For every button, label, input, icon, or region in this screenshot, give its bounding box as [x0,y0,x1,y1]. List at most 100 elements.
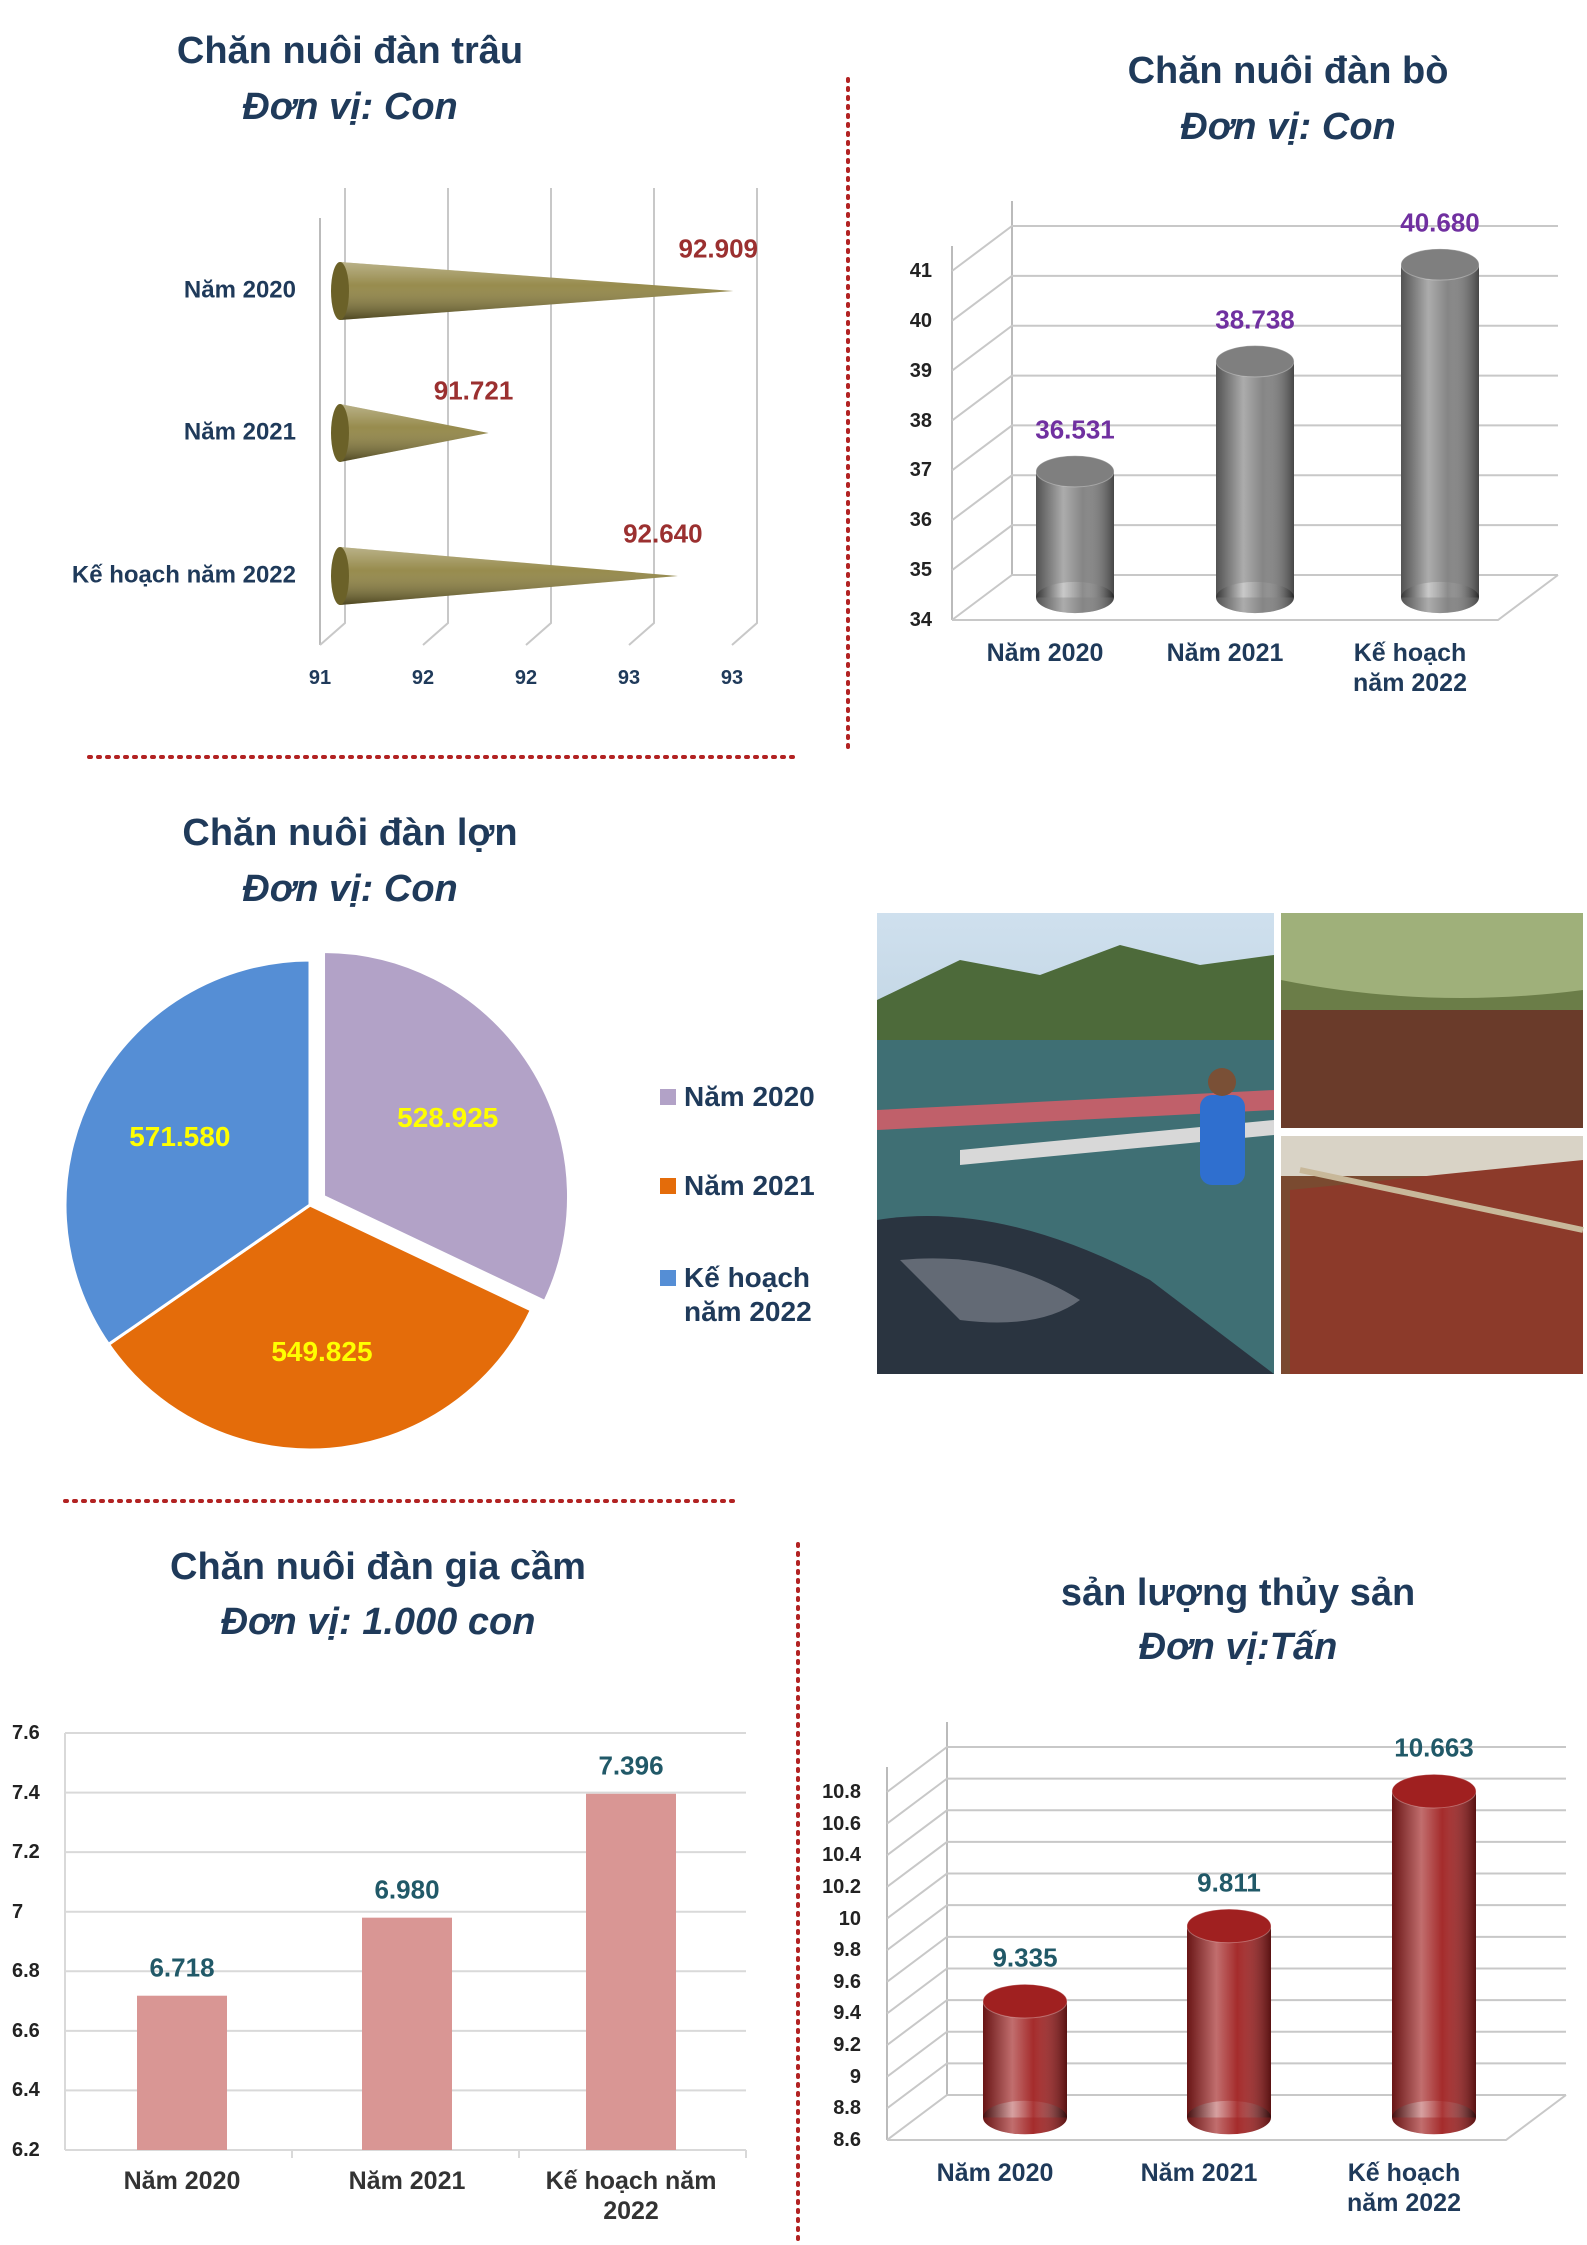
chart-title: Chăn nuôi đàn trâu [176,30,524,73]
grid-line [951,225,1558,272]
y-tick-label: Kế hoạch năm 2022 [71,561,296,589]
y-tick-label: Năm 2021 [183,418,296,446]
bar [137,1995,227,2150]
chart-title: Chăn nuôi đàn gia cầm [170,1546,586,1589]
bar-bottom-shade [1216,581,1294,614]
y-tick-label: 7.2 [12,1841,40,1864]
data-label: 571.580 [129,1120,231,1152]
chart-subtitle: Đơn vị: Con [242,868,458,911]
photo-chickens [1281,913,1583,1128]
chart-subtitle: Đơn vị: Con [242,86,458,129]
x-tick-label: Năm 2020 [123,2167,241,2195]
y-tick-label: 9.8 [833,1939,861,1962]
grid-line [951,374,1558,422]
x-tick-label: Kế hoạch năm 2022 [1353,639,1467,697]
bar-shade [1216,361,1294,598]
bar-shade [1392,1791,1476,2118]
legend-label: Kế hoạch năm 2022 [684,1262,812,1327]
pie-slice [106,1203,534,1452]
cone-shade [340,547,678,605]
y-tick-label: 6.4 [12,2079,40,2102]
x-tick-label: Năm 2020 [936,2159,1054,2187]
bar-bottom-shade [983,2100,1067,2135]
grid-line [886,1840,1566,1888]
data-label: 549.825 [271,1335,373,1367]
bar-bottom-shade [1187,2100,1271,2135]
bar-top [1391,1773,1477,1809]
bar-top [1186,1908,1272,1944]
data-label: 9.335 [992,1942,1058,1973]
bar-shade [1187,1925,1271,2118]
bar-shade [1401,264,1479,598]
y-tick-label: 38 [909,409,932,432]
data-label: 92.909 [678,233,759,264]
y-tick-label: 10.4 [822,1844,861,1867]
x-tick-label: 93 [720,667,744,689]
y-tick-label: 35 [909,559,932,582]
bar-top [1400,248,1480,281]
y-tick-label: 6.2 [12,2139,40,2161]
cone-shade [340,404,489,462]
legend-label: Năm 2021 [684,1170,815,1201]
data-label: 9.811 [1197,1867,1261,1898]
grid-line [886,1967,1566,2015]
y-tick-label: 37 [909,459,932,482]
x-tick-label: 91 [308,667,332,689]
charts [63,188,1567,2158]
y-tick-label: 7.4 [12,1781,40,1804]
x-tick-label: Năm 2021 [1166,639,1284,667]
y-tick-label: 10.2 [822,1875,861,1898]
separators [63,77,850,2242]
grid-line [886,1999,1566,2046]
y-tick-label: 9.2 [833,2034,861,2057]
bar-top [1035,455,1115,488]
data-label: 6.718 [149,1952,215,1983]
grid-line [628,188,655,646]
pie-slice [322,949,570,1304]
cone-base [331,404,349,462]
grid-line [886,2094,1566,2141]
grid-line [886,2030,1566,2078]
grid-line [951,574,1558,621]
y-tick-label: 10.8 [822,1781,861,1803]
bar-top [1215,345,1295,378]
pie-slice [63,958,312,1347]
photo-fish-farm [877,913,1274,1374]
grid-line [886,2062,1566,2110]
data-label: 92.640 [623,518,703,549]
grid-line [525,188,552,646]
data-label: 91.721 [433,375,514,406]
grid-line [886,1935,1566,1983]
y-tick-label: Năm 2020 [183,276,296,304]
y-tick-label: 7.6 [12,1722,40,1744]
x-tick-label: Năm 2021 [348,2167,466,2195]
grid-line [951,524,1558,571]
grid-line [422,188,449,646]
floor [952,574,1559,621]
bar [586,1793,676,2150]
bar [362,1917,452,2150]
chart-subtitle: Đơn vị: Con [1180,106,1396,149]
data-label: 38.738 [1215,304,1295,335]
y-tick-label: 6.8 [12,1960,40,1983]
y-tick-label: 8.6 [833,2129,861,2151]
data-label: 7.396 [598,1750,664,1781]
bar-shade [1036,471,1114,598]
data-label: 528.925 [397,1102,499,1134]
grid-line [886,1809,1566,1857]
y-tick-label: 39 [909,359,932,382]
grid-line [951,274,1558,322]
photo-cattle [1281,1136,1584,1374]
legend-swatch [660,1178,676,1194]
data-label: 10.663 [1394,1732,1474,1763]
grid-line [731,188,758,646]
y-tick-label: 9.6 [833,1970,861,1993]
chart-subtitle: Đơn vị: 1.000 con [220,1601,536,1644]
y-tick-label: 34 [909,609,932,631]
grid-line [886,1746,1566,1793]
chart-title: Chăn nuôi đàn lợn [182,812,518,855]
data-label: 40.680 [1400,207,1480,238]
chart-title: Chăn nuôi đàn bò [1127,50,1449,93]
chart-title: sản lượng thủy sản [1060,1572,1416,1615]
